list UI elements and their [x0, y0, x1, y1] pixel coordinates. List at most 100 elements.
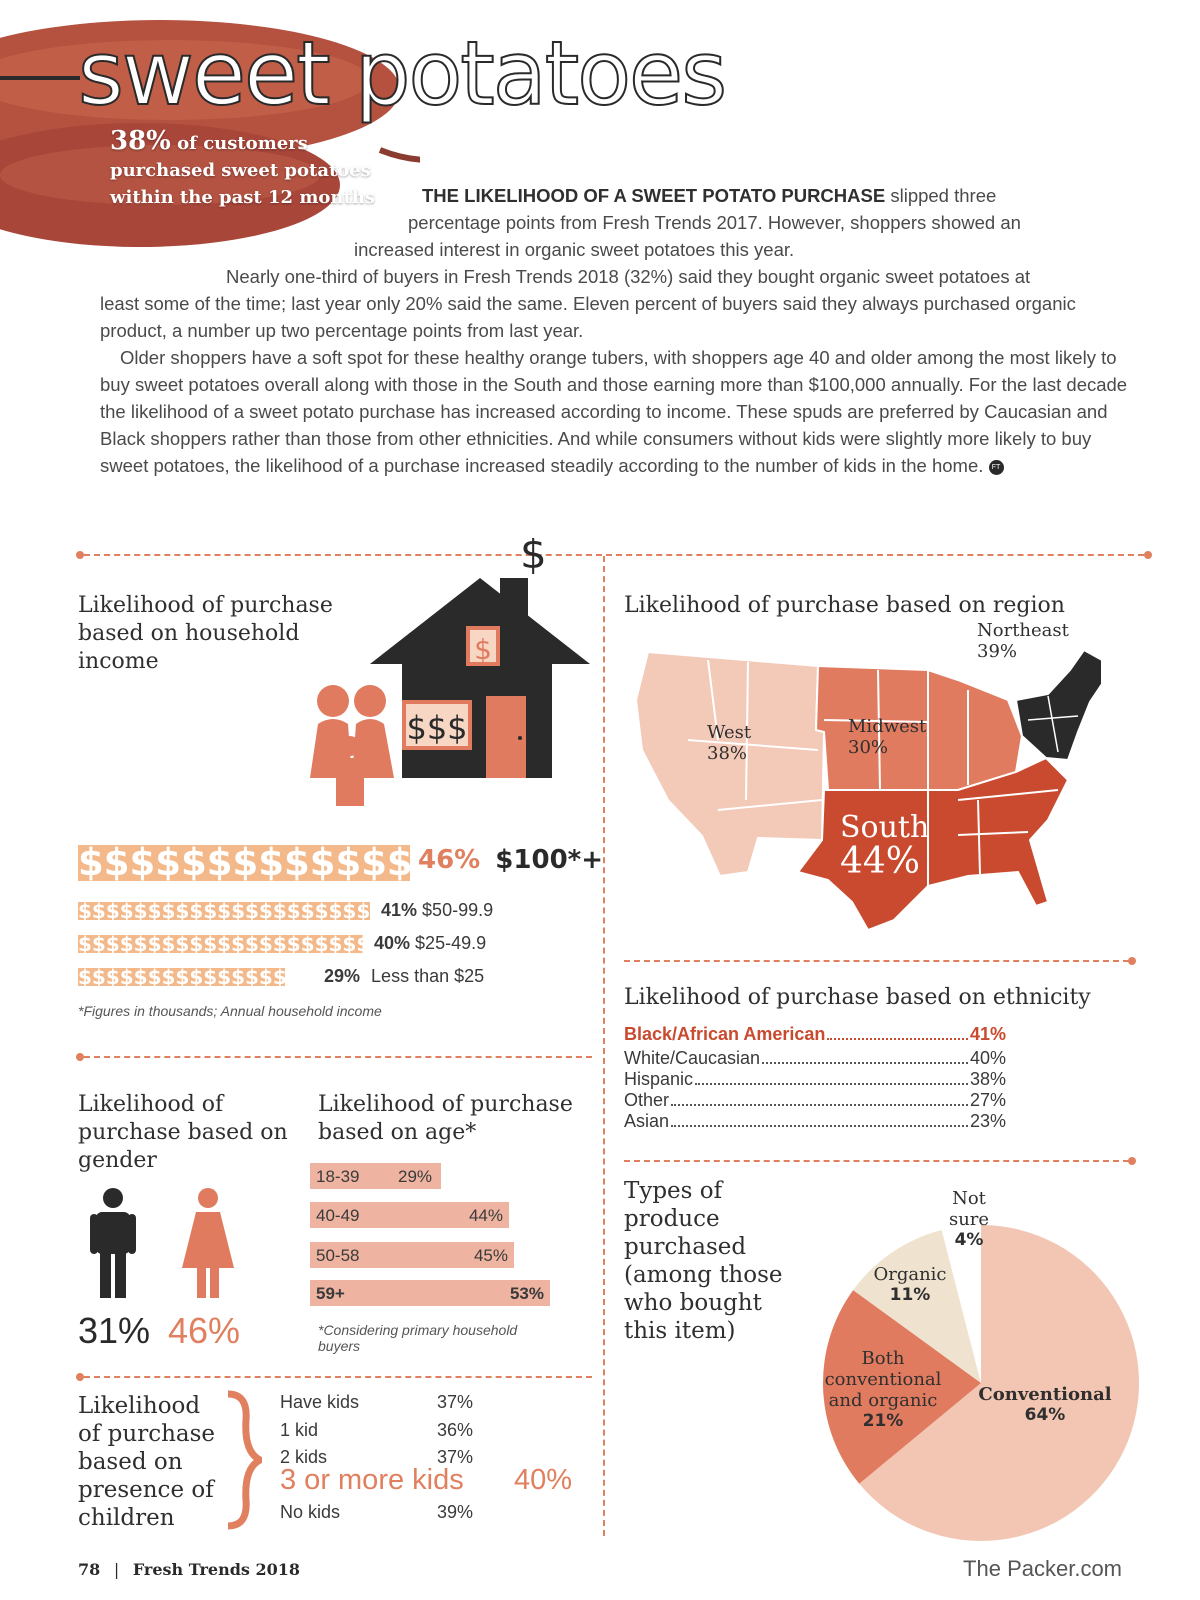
- slice-name: Both conventional and organic: [824, 1348, 942, 1411]
- income-label: 41% $50-99.9: [381, 900, 493, 921]
- stat-line-2: purchased sweet potatoes: [110, 160, 371, 181]
- article-p1-line1: THE LIKELIHOOD OF A SWEET POTATO PURCHAS…: [422, 182, 1122, 209]
- income-bar: $$$$$$$$$$$$$$$$$$$$$$$$$$$$$$$$$$$$$$$$: [78, 935, 363, 953]
- stat-line-3: within the past 12 months: [110, 187, 375, 208]
- age-category: 50-58: [316, 1246, 360, 1265]
- slice-value: 11%: [889, 1285, 931, 1305]
- end-mark-icon: FT: [988, 459, 1004, 475]
- pie-slice: [859, 1225, 1139, 1541]
- ethnicity-row: Other 27%: [624, 1090, 1006, 1111]
- house-smoke-dollar-icon: $: [520, 538, 547, 578]
- ethnicity-value: 40%: [969, 1048, 1006, 1068]
- region-value: 38%: [707, 743, 748, 764]
- age-value: 44%: [468, 1206, 503, 1225]
- kids-label: No kids: [280, 1502, 341, 1522]
- divider-dot: [76, 551, 84, 559]
- leader-dots: [695, 1069, 968, 1085]
- income-value: 41%: [381, 900, 418, 920]
- slice-value: 21%: [862, 1411, 904, 1431]
- page-title: sweet potatoes: [77, 22, 728, 125]
- age-title: Likelihood of purchase based on age*: [318, 1092, 573, 1145]
- pie-label-conventional: Conventional 64%: [975, 1384, 1115, 1426]
- income-category: $50-99.9: [422, 900, 494, 920]
- slice-name: Organic: [873, 1264, 947, 1285]
- stat-percent: 38%: [110, 126, 171, 156]
- region-name: South: [840, 810, 930, 845]
- income-note: *Figures in thousands; Annual household …: [78, 1003, 382, 1019]
- divider-top: [84, 554, 1144, 556]
- stat-line-1: of customers: [177, 133, 308, 154]
- region-name: Midwest: [848, 716, 927, 737]
- age-bar: 59+ 53%: [310, 1280, 550, 1306]
- divider-right-2: [624, 1160, 1129, 1162]
- income-title: Likelihood of purchase based on househol…: [78, 593, 333, 674]
- divider-dot: [1128, 957, 1136, 965]
- map-label-south: South 44%: [840, 812, 929, 880]
- ethnicity-label: White/Caucasian: [624, 1048, 761, 1068]
- income-category: Less than $25: [371, 966, 485, 986]
- region-value: 39%: [977, 641, 1018, 662]
- leader-dots: [827, 1024, 968, 1040]
- pie-slice: [853, 1229, 981, 1383]
- divider-vertical: [603, 556, 605, 1536]
- income-value: 46%: [418, 845, 481, 875]
- divider-dot: [76, 1053, 84, 1061]
- income-label: 29% Less than $25: [324, 966, 484, 987]
- region-name: Northeast: [977, 620, 1069, 641]
- age-bar: 18-39 29%: [310, 1163, 441, 1189]
- age-bar: 50-58 45%: [310, 1242, 514, 1268]
- region-value: 44%: [840, 841, 921, 882]
- ethnicity-title: Likelihood of purchase based on ethnicit…: [624, 985, 1091, 1010]
- divider-left-2: [84, 1376, 592, 1378]
- age-category: 40-49: [316, 1206, 360, 1225]
- publication-name: Fresh Trends 2018: [132, 1560, 300, 1579]
- kids-value: 36%: [437, 1420, 474, 1440]
- age-value: 53%: [509, 1284, 544, 1303]
- age-value: 45%: [473, 1246, 508, 1265]
- produce-pie-chart: [823, 1225, 1139, 1541]
- age-value: 29%: [398, 1167, 433, 1186]
- kids-label-highlight: 3 or more kids: [280, 1464, 464, 1496]
- title-rule: [0, 76, 80, 80]
- income-label-top: 46% $100*+: [418, 845, 603, 875]
- pie-label-not-sure: Not sure 4%: [936, 1188, 1002, 1251]
- gender-value-female: 46%: [168, 1310, 241, 1351]
- article-p3-text: Older shoppers have a soft spot for thes…: [100, 347, 1128, 476]
- kids-label: Have kids: [280, 1392, 360, 1412]
- income-category: $25-49.9: [415, 933, 487, 953]
- income-value: 29%: [324, 966, 361, 986]
- children-title: Likelihood of purchase based on presence…: [78, 1393, 216, 1531]
- ethnicity-row: White/Caucasian 40%: [624, 1048, 1006, 1069]
- ethnicity-row: Hispanic 38%: [624, 1069, 1006, 1090]
- us-region-map: [634, 648, 1103, 932]
- article-p1-text1: slipped three: [890, 185, 997, 206]
- divider-right-1: [624, 960, 1129, 962]
- map-label-northeast: Northeast 39%: [977, 620, 1069, 662]
- svg-text:$$$: $$$: [406, 709, 467, 747]
- pie-label-both: Both conventional and organic 21%: [818, 1348, 948, 1432]
- age-category: 59+: [316, 1284, 345, 1303]
- region-name: West: [707, 722, 752, 743]
- kids-label: 1 kid: [280, 1420, 319, 1440]
- page-number: 78: [78, 1560, 101, 1579]
- sweet-potato-image: [0, 20, 420, 247]
- divider-dot: [76, 1373, 84, 1381]
- divider-dot: [1144, 551, 1152, 559]
- produce-title: Types of produce purchased (among those …: [624, 1178, 783, 1344]
- ethnicity-value: 23%: [969, 1111, 1006, 1131]
- ethnicity-value: 27%: [969, 1090, 1006, 1110]
- kids-value: 37%: [437, 1447, 474, 1467]
- map-label-west: West 38%: [707, 722, 751, 764]
- brace-icon: [227, 1390, 262, 1530]
- ethnicity-value: 41%: [969, 1024, 1006, 1044]
- region-title: Likelihood of purchase based on region: [624, 593, 1065, 618]
- region-value: 30%: [848, 737, 889, 758]
- income-bar: $$$$$$$$$$$$$$$$$$$$$$$$$$$$$$$$$$$$$$$$: [78, 845, 410, 881]
- kids-label: 2 kids: [280, 1447, 328, 1467]
- article-p2-rest: least some of the time; last year only 2…: [100, 293, 1076, 341]
- age-note: *Considering primary household buyers: [318, 1322, 518, 1354]
- headline-stat: 38% of customers purchased sweet potatoe…: [110, 128, 375, 211]
- map-label-midwest: Midwest 30%: [848, 716, 926, 758]
- ethnicity-label: Hispanic: [624, 1069, 694, 1089]
- kids-value-highlight: 40%: [514, 1464, 573, 1496]
